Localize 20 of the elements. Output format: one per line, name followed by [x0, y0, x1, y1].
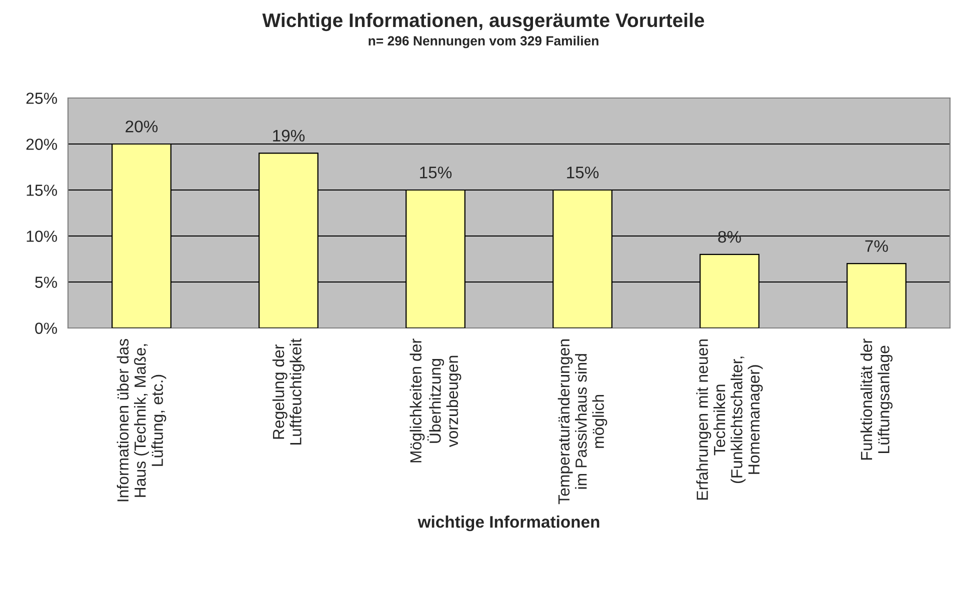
x-tick-label: Informationen über das Haus (Technik, Maße, Lüftung, etc.) — [116, 338, 166, 502]
data-label: 15% — [420, 166, 452, 178]
data-label: 7% — [865, 240, 888, 252]
y-tick-label: 20% — [26, 138, 58, 150]
chart-title: Wichtige Informationen, ausgeräumte Vorurteile — [262, 12, 704, 32]
chart-subtitle: n= 296 Nennungen vom 329 Familien — [368, 36, 598, 48]
data-label: 19% — [273, 130, 305, 142]
data-label: 15% — [567, 166, 599, 178]
data-label: 20% — [126, 120, 158, 132]
x-tick-label: Möglichkeiten der Überhitzung vorzubeugen — [410, 338, 462, 462]
y-tick-label: 10% — [26, 230, 58, 242]
x-tick-label: Funktionalität der Lüftungsanlage — [860, 338, 893, 460]
y-tick-label: 25% — [26, 92, 58, 104]
x-tick-label: Regelung der Luftfeuchtigkeit — [272, 338, 305, 445]
y-tick-label: 15% — [26, 184, 58, 196]
x-axis-title: wichtige Informationen — [418, 516, 600, 532]
x-tick-label: Temperaturänderungen im Passivhaus sind möglich — [558, 339, 608, 504]
y-tick-label: 0% — [35, 322, 58, 334]
y-tick-label: 5% — [35, 276, 58, 288]
x-tick-label: Erfahrungen mit neuen Techniken (Funklichtschalter, Homemanager) — [696, 339, 763, 500]
